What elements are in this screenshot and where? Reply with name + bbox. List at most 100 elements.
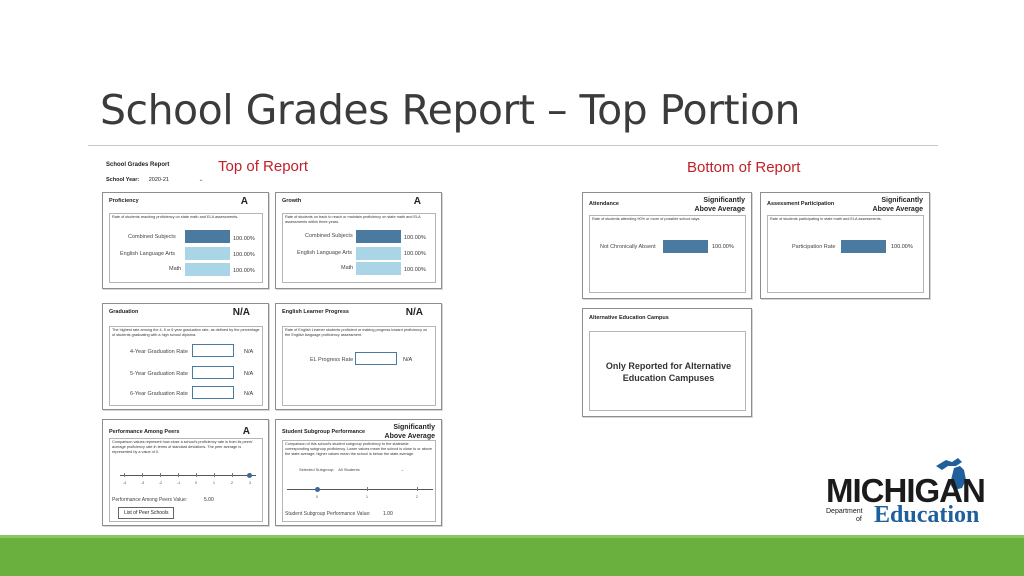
chevron-down-icon[interactable]: ⌄ (400, 467, 405, 472)
peers-tick-label: 2 (231, 481, 233, 485)
michigan-map-icon (936, 458, 966, 490)
graduation-bar-4yr (192, 344, 234, 357)
attendance-card: Attendance Significantly Above Average Ra… (582, 192, 752, 299)
row-label: Combined Subjects (305, 233, 353, 239)
peers-tick (142, 473, 143, 477)
proficiency-card: Proficiency A Rate of students reaching … (102, 192, 269, 289)
alternative-education-note: Only Reported for Alternative Education C… (605, 361, 732, 383)
growth-bar-math (356, 262, 401, 275)
selected-subgroup-label: Selected Subgroup: (299, 467, 335, 472)
peers-tick-label: 0 (195, 481, 197, 485)
school-year-label: School Year: (106, 177, 140, 183)
footer-green-line (0, 535, 1024, 538)
peers-tick-label: 3 (249, 481, 251, 485)
card-name: Growth (282, 198, 302, 204)
elp-bar (355, 352, 397, 365)
row-value: 100.00% (233, 236, 255, 242)
card-description: Rate of students on track to reach or ma… (285, 215, 421, 224)
school-year-value: 2020-21 (148, 177, 169, 183)
list-of-peer-schools-button[interactable]: List of Peer Schools (118, 507, 175, 519)
card-grade: N/A (405, 307, 423, 318)
selected-subgroup-dropdown[interactable]: Selected Subgroup: All Students ⌄ (299, 467, 404, 472)
card-name: Alternative Education Campus (589, 315, 669, 321)
subgroup-tick-label: 1 (366, 495, 368, 499)
proficiency-bar-ela (185, 247, 230, 260)
row-value: 100.00% (404, 235, 426, 241)
row-label: Combined Subjects (128, 234, 176, 240)
graduation-bar-5yr (192, 366, 234, 379)
card-name: Proficiency (109, 198, 139, 204)
subgroup-tick (367, 487, 368, 491)
row-value: 100.00% (404, 251, 426, 257)
performance-among-peers-card: Performance Among Peers A Comparison val… (102, 419, 269, 526)
peers-tick (232, 473, 233, 477)
michigan-department-of-education-logo: MICHIGAN Department of Education (826, 452, 1016, 530)
card-grade: Significantly Above Average (694, 197, 745, 213)
subgroup-tick-label: 2 (416, 495, 418, 499)
title-divider (88, 145, 938, 146)
row-value: N/A (244, 349, 254, 355)
row-value: N/A (244, 391, 254, 397)
attendance-row-label: Not Chronically Absent (600, 244, 656, 250)
attendance-row-value: 100.00% (712, 244, 734, 250)
row-value: N/A (403, 357, 413, 363)
row-label: English Language Arts (120, 251, 176, 257)
row-label: EL Progress Rate (310, 357, 354, 363)
card-grade: Significantly Above Average (872, 197, 923, 213)
row-label: 6-Year Graduation Rate (130, 391, 188, 397)
row-value: 100.00% (404, 267, 426, 273)
card-description: The highest rate among the 4, 5 or 6 yea… (112, 328, 260, 337)
proficiency-bar-math (185, 263, 230, 276)
card-description: Comparison values represent how close a … (112, 440, 253, 454)
peers-tick (160, 473, 161, 477)
peers-axis (120, 475, 256, 476)
card-description: Rate of English Learner students profici… (285, 328, 428, 337)
assessment-participation-card: Assessment Participation Significantly Ab… (760, 192, 930, 299)
logo-wordmark: MICHIGAN (826, 472, 986, 509)
graduation-bar-6yr (192, 386, 234, 399)
subgroup-value-label: Student Subgroup Performance Value: (285, 511, 371, 517)
peers-tick-label: -4 (123, 481, 127, 485)
student-subgroup-performance-card: Student Subgroup Performance Significant… (275, 419, 442, 526)
peers-tick (124, 473, 125, 477)
english-learner-progress-card: English Learner Progress N/A Rate of Eng… (275, 303, 442, 410)
peers-tick (196, 473, 197, 477)
peers-tick-label: -2 (159, 481, 163, 485)
card-grade: A (413, 196, 421, 207)
card-name: Student Subgroup Performance (282, 429, 366, 435)
participation-bar (841, 240, 886, 253)
card-description: Rate of students reaching proficiency on… (112, 215, 239, 219)
logo-education: Education (874, 502, 980, 528)
row-label: Math (341, 265, 354, 271)
alternative-education-campus-card: Alternative Education Campus Only Report… (582, 308, 752, 417)
participation-row-label: Participation Rate (792, 244, 836, 250)
card-grade: Significantly Above Average (384, 424, 435, 440)
row-label: 5-Year Graduation Rate (130, 371, 188, 377)
logo-department: Department of (826, 508, 863, 523)
row-label: Math (169, 266, 182, 272)
graduation-card: Graduation N/A The highest rate among th… (102, 303, 269, 410)
school-year-selector[interactable]: School Year: 2020-21 ⌄ (106, 176, 204, 183)
selected-subgroup-value: All Students (338, 467, 360, 472)
chevron-down-icon[interactable]: ⌄ (198, 177, 204, 183)
card-description: Rate of students attending 90% or more o… (592, 217, 701, 221)
slide-title: School Grades Report – Top Portion (100, 86, 800, 134)
card-name: Assessment Participation (767, 201, 835, 207)
peers-tick-label: -3 (141, 481, 145, 485)
card-description: Comparison of this school's student subg… (285, 442, 433, 456)
peers-value-marker (247, 473, 252, 478)
row-value: 100.00% (233, 252, 255, 258)
row-value: N/A (244, 371, 254, 377)
caption-bottom-of-report: Bottom of Report (687, 159, 801, 176)
subgroup-tick (417, 487, 418, 491)
card-name: English Learner Progress (282, 309, 349, 315)
peers-tick (178, 473, 179, 477)
peers-value: 5.00 (204, 497, 214, 503)
card-grade: A (240, 196, 248, 207)
peers-tick (214, 473, 215, 477)
proficiency-bar-combined (185, 230, 230, 243)
footer-green-band (0, 535, 1024, 576)
attendance-bar (663, 240, 708, 253)
report-header: School Grades Report School Year: 2020-2… (106, 162, 204, 183)
growth-bar-ela (356, 247, 401, 260)
